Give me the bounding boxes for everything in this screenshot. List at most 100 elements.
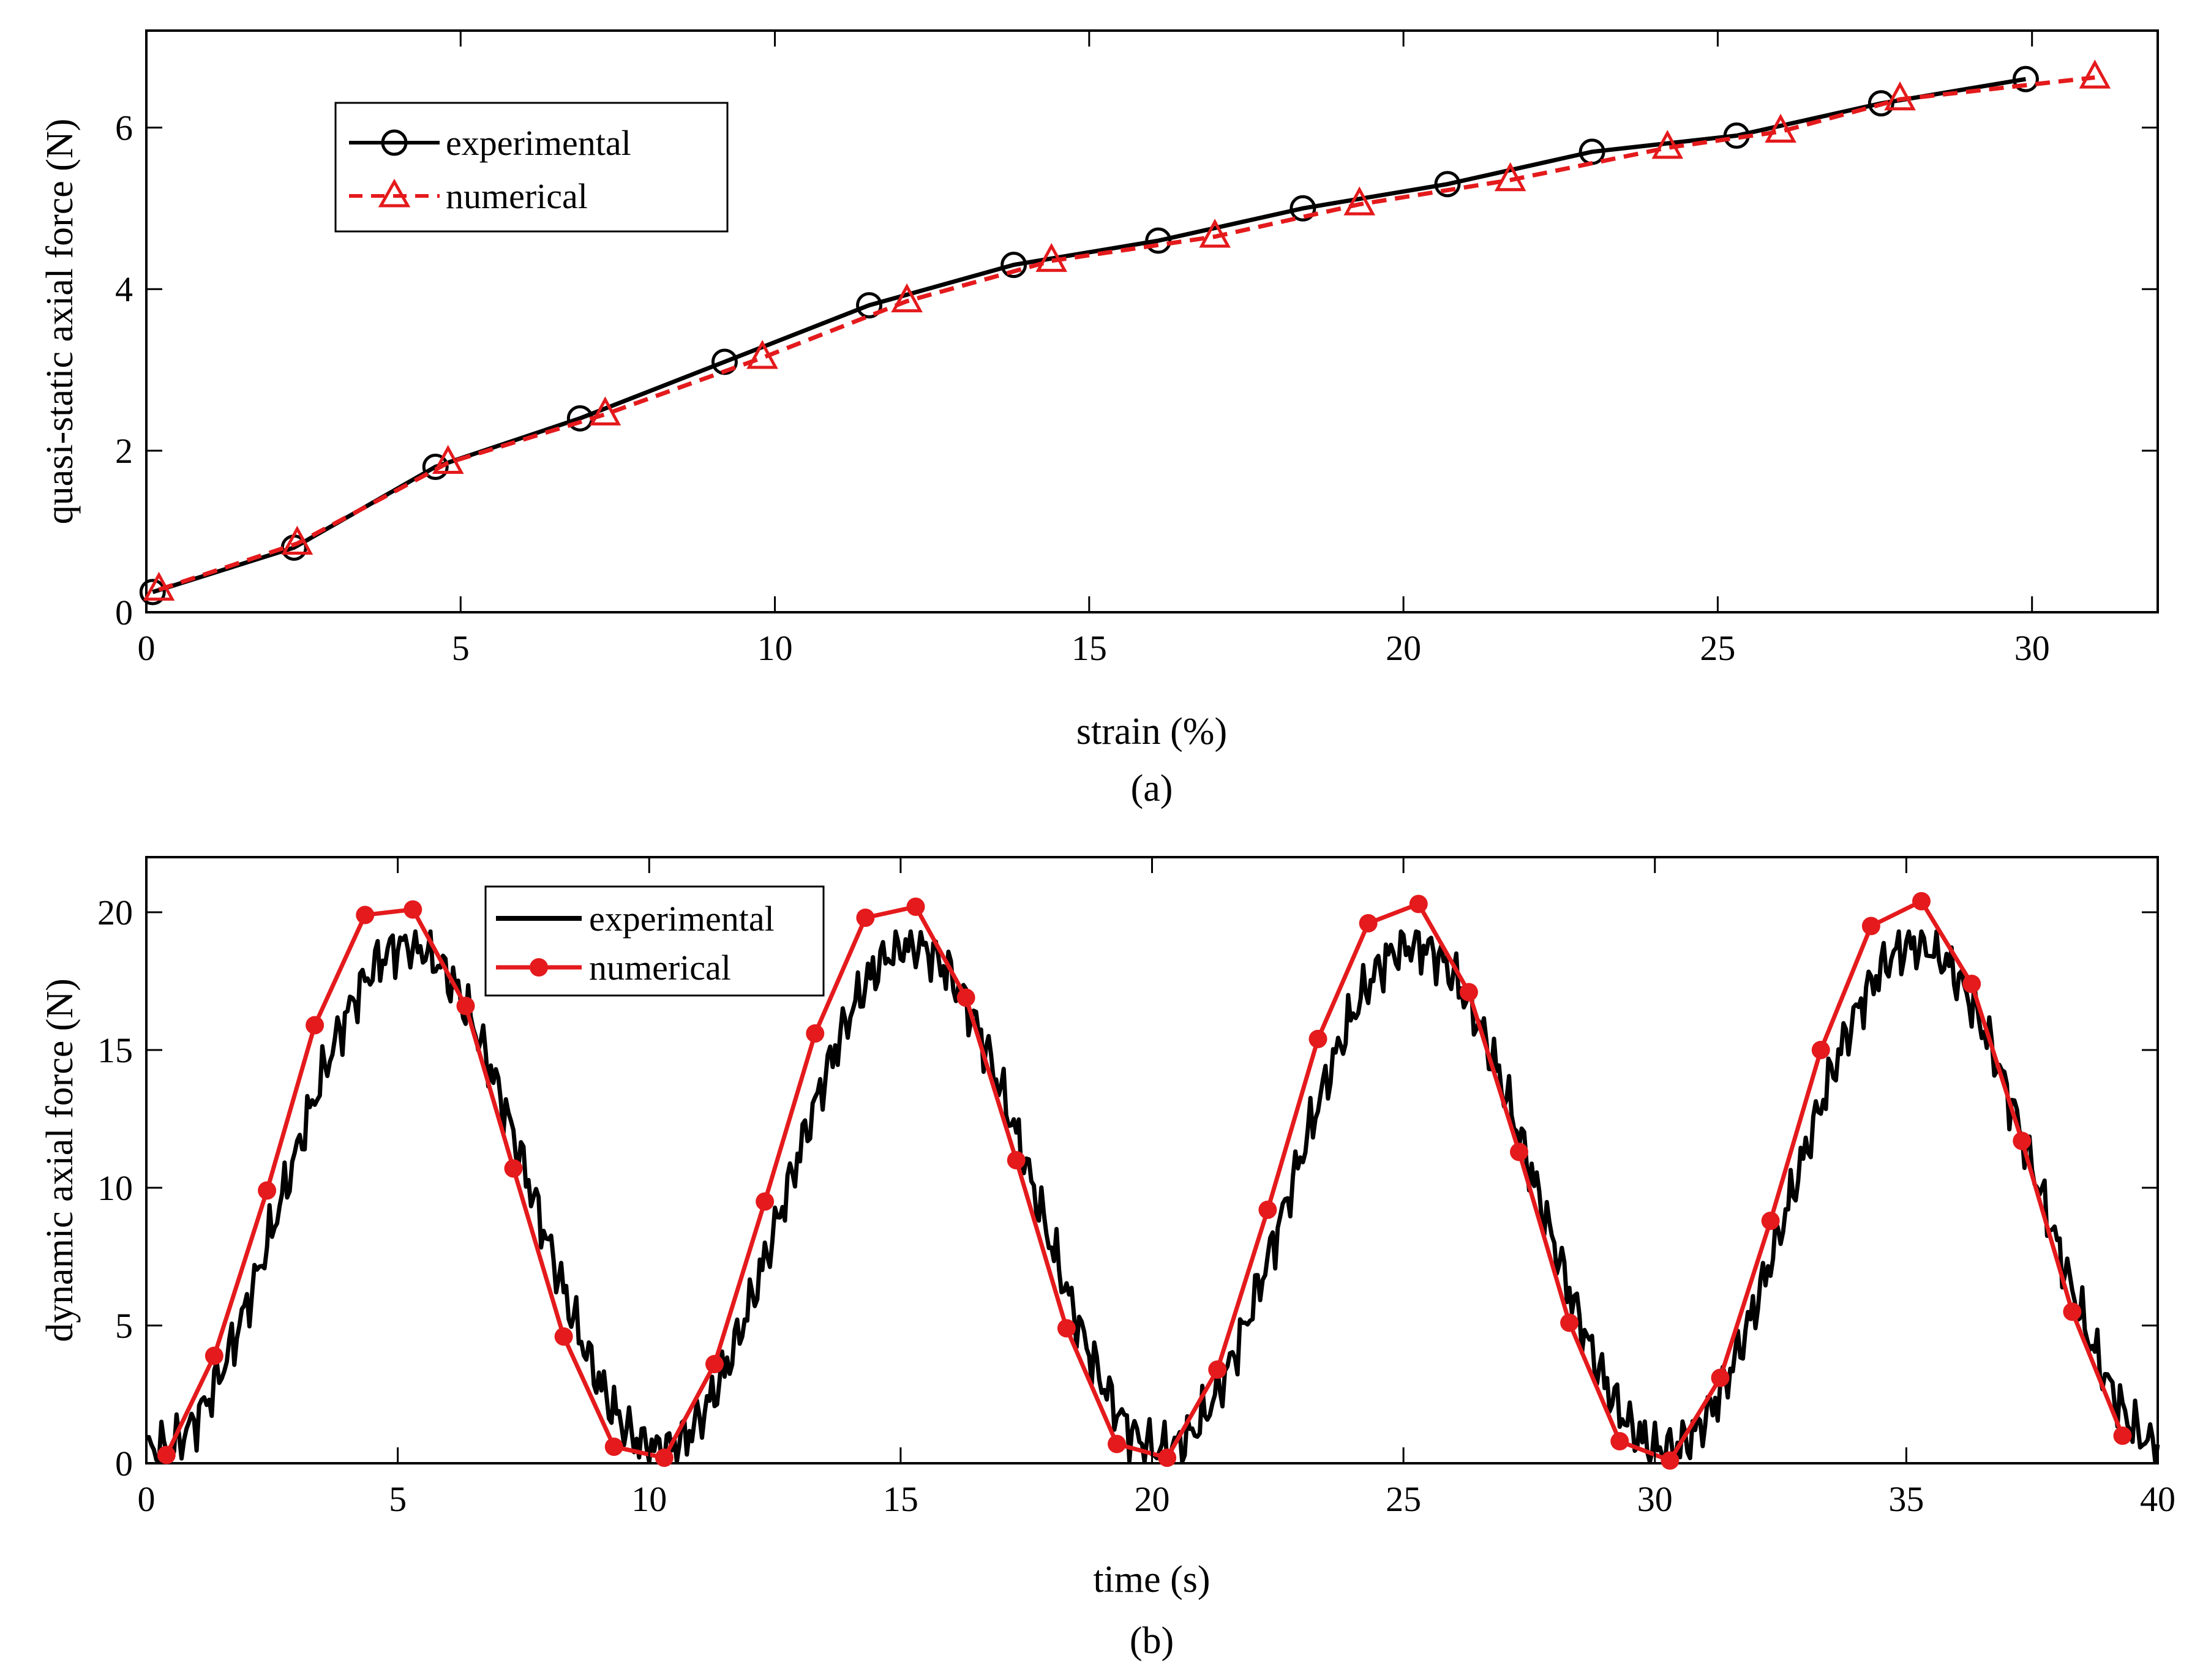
chart-b-series-experimental-line: [146, 929, 2160, 1464]
chart-b-x-tick-label: 40: [2140, 1479, 2175, 1519]
chart-a-y-tick-label: 0: [115, 593, 133, 632]
chart-a-x-tick-label: 30: [2014, 628, 2050, 668]
chart-a: 0 5 10 15 20 25 30 0 2 4 6 strain (%) quasi-static…: [39, 29, 2159, 809]
chart-b-point-numerical: [705, 1355, 724, 1373]
chart-a-y-tick-label: 2: [115, 431, 133, 471]
chart-b-point-numerical: [1459, 983, 1478, 1002]
chart-a-point-numerical: [1765, 113, 1796, 143]
chart-b-point-numerical: [554, 1327, 573, 1346]
chart-b-point-numerical: [1208, 1360, 1227, 1379]
chart-b-point-numerical: [2063, 1302, 2082, 1321]
chart-a-x-tick-label: 10: [757, 628, 793, 668]
chart-b: 0 5 10 15 20 25 30 35 40 0 5 10 15 20 time (s) dynami…: [39, 856, 2175, 1662]
chart-a-point-numerical: [143, 571, 175, 601]
chart-b-point-numerical: [1359, 914, 1378, 932]
chart-a-caption: (a): [1131, 768, 1173, 809]
chart-b-x-axis-label: time (s): [1093, 1559, 1210, 1600]
chart-b-point-numerical: [1962, 975, 1981, 993]
chart-a-point-numerical: [1494, 162, 1526, 192]
chart-a-x-axis-label: strain (%): [1076, 711, 1227, 752]
chart-a-legend-box: [334, 102, 729, 233]
chart-a-point-numerical: [2079, 59, 2111, 89]
chart-b-point-numerical: [956, 988, 975, 1007]
chart-b-legend-numerical-marker: [530, 958, 548, 977]
chart-a-legend-experimental-marker: [381, 129, 408, 156]
chart-b-point-numerical: [806, 1024, 825, 1043]
chart-b-y-tick-label: 0: [115, 1444, 133, 1483]
chart-b-legend-box: [484, 885, 825, 997]
chart-a-legend-numerical-label: numerical: [446, 176, 588, 216]
chart-a-x-tick-label: 5: [452, 628, 470, 668]
chart-a-point-experimental: [1145, 227, 1172, 254]
chart-b-point-numerical: [1661, 1451, 1680, 1470]
chart-b-point-numerical: [906, 898, 925, 916]
chart-a-point-numerical: [281, 525, 313, 555]
chart-b-x-tick-label: 10: [631, 1479, 667, 1519]
chart-b-point-numerical: [404, 900, 422, 919]
chart-a-point-experimental: [1289, 195, 1316, 222]
chart-b-point-numerical: [1258, 1201, 1277, 1219]
chart-b-point-numerical: [1811, 1041, 1830, 1059]
chart-a-series: [139, 59, 2111, 606]
chart-a-x-tick-label: 20: [1386, 628, 1421, 668]
chart-b-point-numerical: [604, 1438, 623, 1456]
chart-a-point-experimental: [856, 292, 883, 319]
chart-b-point-numerical: [306, 1016, 325, 1035]
chart-a-point-experimental: [139, 579, 166, 606]
chart-b-point-numerical: [456, 997, 475, 1015]
chart-b-y-tick-label: 5: [115, 1306, 133, 1346]
chart-a-y-axis-label: quasi-static axial force (N): [39, 119, 81, 525]
chart-b-y-tick-label: 10: [97, 1168, 133, 1208]
chart-b-point-numerical: [1912, 892, 1931, 910]
chart-b-point-numerical: [1761, 1212, 1780, 1230]
chart-b-plot-frame: [145, 856, 2159, 1464]
chart-a-point-numerical: [1035, 242, 1068, 272]
chart-a-point-numerical: [1199, 219, 1231, 248]
chart-b-legend-numerical-label: numerical: [589, 948, 731, 988]
chart-b-point-numerical: [1158, 1449, 1177, 1467]
chart-a-point-numerical: [1884, 81, 1916, 111]
chart-b-y-tick-label: 20: [97, 893, 133, 932]
chart-b-point-numerical: [1007, 1151, 1026, 1169]
chart-b-y-tick-label: 15: [97, 1030, 133, 1070]
chart-a-plot-frame: [145, 29, 2159, 613]
chart-b-point-numerical: [1560, 1313, 1579, 1332]
chart-b-x-tick-label: 5: [389, 1479, 407, 1519]
chart-b-x-tick-label: 30: [1637, 1479, 1673, 1519]
chart-b-point-numerical: [1610, 1432, 1629, 1450]
chart-b-point-numerical: [205, 1346, 223, 1365]
chart-a-point-numerical: [589, 396, 621, 426]
chart-b-point-numerical: [756, 1192, 775, 1211]
chart-b-point-numerical: [1308, 1030, 1327, 1048]
chart-a-point-numerical: [432, 444, 464, 474]
chart-b-point-numerical: [1108, 1434, 1127, 1453]
chart-a-x-tick-label: 25: [1700, 628, 1735, 668]
chart-a-point-experimental: [422, 454, 449, 480]
chart-a-point-experimental: [2012, 66, 2039, 92]
chart-b-x-tick-label: 15: [883, 1479, 918, 1519]
chart-a-legend-experimental-label: experimental: [446, 123, 631, 163]
chart-b-point-numerical: [856, 909, 875, 927]
chart-b-point-numerical: [258, 1181, 277, 1200]
chart-b-x-tick-label: 20: [1135, 1479, 1170, 1519]
chart-a-point-numerical: [891, 283, 923, 313]
chart-a-y-tick-label: 6: [115, 108, 133, 148]
chart-b-y-axis-label: dynamic axial force (N): [39, 978, 81, 1342]
chart-a-ticks: 0 5 10 15 20 25 30 0 2 4 6: [115, 31, 2158, 668]
chart-b-point-numerical: [1057, 1319, 1076, 1338]
chart-b-point-numerical: [2113, 1427, 2132, 1445]
chart-a-series-numerical-line: [158, 75, 2095, 592]
chart-b-point-numerical: [1409, 894, 1428, 913]
chart-a-point-numerical: [1651, 130, 1684, 159]
chart-b-legend: experimental numerical: [484, 885, 825, 997]
chart-a-x-tick-label: 15: [1072, 628, 1107, 668]
chart-a-point-experimental: [1000, 252, 1027, 279]
chart-b-caption: (b): [1130, 1620, 1174, 1662]
chart-a-legend: experimental numerical: [334, 102, 729, 233]
chart-b-series: [146, 892, 2160, 1470]
chart-b-x-tick-label: 25: [1386, 1479, 1421, 1519]
chart-b-point-numerical: [2013, 1131, 2032, 1150]
chart-b-point-numerical: [655, 1449, 674, 1467]
chart-b-point-numerical: [1711, 1368, 1730, 1387]
